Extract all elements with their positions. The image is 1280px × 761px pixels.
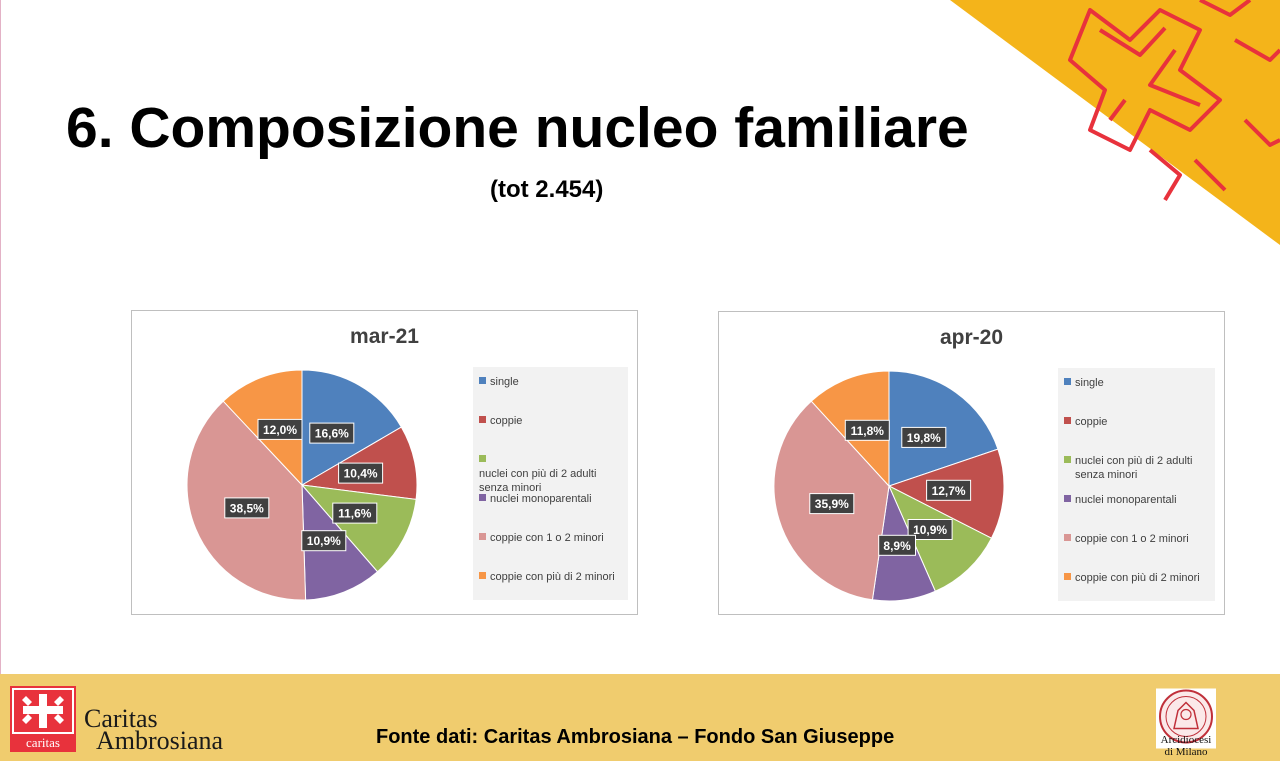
legend-label: coppie — [490, 415, 523, 427]
arcidiocesi-seal-icon — [1156, 688, 1216, 749]
svg-text:12,7%: 12,7% — [932, 484, 966, 498]
legend-swatch — [479, 455, 486, 462]
page-subtitle: (tot 2.454) — [490, 176, 604, 203]
legend-item: nuclei monoparentali — [479, 492, 592, 506]
slide-border — [0, 0, 1, 761]
footer-bar — [0, 674, 1280, 761]
legend-swatch — [1064, 417, 1071, 424]
diocese-name-line2: di Milano — [1164, 746, 1208, 758]
legend-item: coppie con più di 2 minori — [479, 570, 615, 584]
legend-label: single — [1075, 377, 1104, 389]
svg-text:19,8%: 19,8% — [907, 431, 941, 445]
legend-item: coppie con 1 o 2 minori — [479, 531, 604, 545]
diocese-name: Arcidiocesi di Milano — [1152, 734, 1220, 758]
pie-chart-svg: 19,8% 12,7% 10,9%8,9% 35,9% 11,8% — [773, 370, 1005, 602]
data-label: 10,9% — [301, 530, 347, 552]
legend-swatch — [479, 416, 486, 423]
legend-label: coppie con più di 2 minori — [490, 571, 615, 583]
legend-swatch — [479, 494, 486, 501]
svg-text:10,4%: 10,4% — [344, 467, 378, 481]
svg-text:35,9%: 35,9% — [815, 497, 849, 511]
legend-swatch — [479, 572, 486, 579]
svg-text:10,9%: 10,9% — [307, 534, 341, 548]
page-title: 6. Composizione nucleo familiare — [66, 96, 969, 160]
legend-item: coppie con 1 o 2 minori — [1064, 532, 1189, 546]
legend-label: single — [490, 376, 519, 388]
legend-item: coppie — [1064, 415, 1107, 429]
caritas-name-line1: Caritas — [84, 704, 158, 733]
legend-swatch — [1064, 378, 1071, 385]
legend-label: coppie con 1 o 2 minori — [490, 532, 604, 544]
svg-text:10,9%: 10,9% — [913, 523, 947, 537]
legend-swatch — [1064, 495, 1071, 502]
data-label: 16,6% — [309, 422, 355, 444]
data-label: 11,6% — [332, 502, 378, 524]
svg-text:11,6%: 11,6% — [338, 507, 372, 521]
svg-text:12,0%: 12,0% — [263, 423, 297, 437]
legend-label: nuclei monoparentali — [490, 493, 592, 505]
legend-swatch — [1064, 456, 1071, 463]
legend-swatch — [479, 377, 486, 384]
legend-item: coppie con più di 2 minori — [1064, 571, 1200, 585]
caritas-cross-corner-decoration — [950, 0, 1280, 245]
chart-legend: single coppie nuclei con più di 2 adulti s… — [473, 367, 628, 600]
pie-slice — [300, 484, 417, 573]
legend-item: single — [479, 375, 519, 389]
caritas-name-line2: Ambrosiana — [96, 726, 224, 755]
legend-label: coppie — [1075, 416, 1108, 428]
legend-item: nuclei con più di 2 adulti senza minori — [1064, 454, 1215, 482]
svg-text:11,8%: 11,8% — [851, 424, 885, 438]
legend-label: nuclei con più di 2 adulti senza minori — [1075, 455, 1193, 481]
data-label: 19,8% — [901, 426, 947, 448]
legend-swatch — [1064, 534, 1071, 541]
svg-text:16,6%: 16,6% — [315, 427, 349, 441]
legend-label: coppie con 1 o 2 minori — [1075, 533, 1189, 545]
legend-item: coppie — [479, 414, 522, 428]
pie-chart-svg: 16,6% 10,4% 11,6% 10,9% 38,5% 12,0% — [186, 369, 418, 601]
chart-legend: single coppie nuclei con più di 2 adulti s… — [1058, 368, 1215, 601]
pie-chart-apr-20: apr-20 19,8% 12,7% 10,9% 8,9% 35,9% 11,8% sin… — [718, 311, 1225, 615]
data-source-text: Fonte dati: Caritas Ambrosiana – Fondo S… — [376, 726, 895, 748]
data-label: 12,0% — [257, 418, 303, 440]
data-label: 10,4% — [338, 462, 384, 484]
chart-title: apr-20 — [939, 326, 1004, 349]
chart-title: mar-21 — [350, 325, 419, 348]
pie-chart-mar-21: mar-21 16,6% 10,4% 11,6% 10,9% 38,5% 12,0% si… — [131, 310, 638, 615]
legend-label: nuclei monoparentali — [1075, 494, 1177, 506]
legend-swatch — [1064, 573, 1071, 580]
legend-item: single — [1064, 376, 1104, 390]
data-label: 8,9% — [878, 534, 916, 556]
diocese-name-line1: Arcidiocesi — [1160, 734, 1212, 746]
caritas-logo-text: caritas — [26, 735, 60, 750]
legend-item: nuclei monoparentali — [1064, 493, 1177, 507]
data-label: 11,8% — [844, 419, 890, 441]
svg-text:38,5%: 38,5% — [230, 501, 264, 515]
data-label: 35,9% — [809, 493, 855, 515]
legend-swatch — [479, 533, 486, 540]
data-label: 10,9% — [907, 519, 953, 540]
legend-label: nuclei con più di 2 adulti senza minori — [479, 468, 597, 494]
legend-item: nuclei con più di 2 adulti senza minori — [479, 453, 628, 495]
legend-label: coppie con più di 2 minori — [1075, 572, 1200, 584]
caritas-name: Caritas Ambrosiana — [84, 706, 224, 755]
data-label: 12,7% — [926, 479, 972, 501]
svg-text:8,9%: 8,9% — [883, 539, 911, 553]
data-label: 38,5% — [224, 497, 270, 519]
caritas-logo: caritas — [10, 686, 76, 752]
